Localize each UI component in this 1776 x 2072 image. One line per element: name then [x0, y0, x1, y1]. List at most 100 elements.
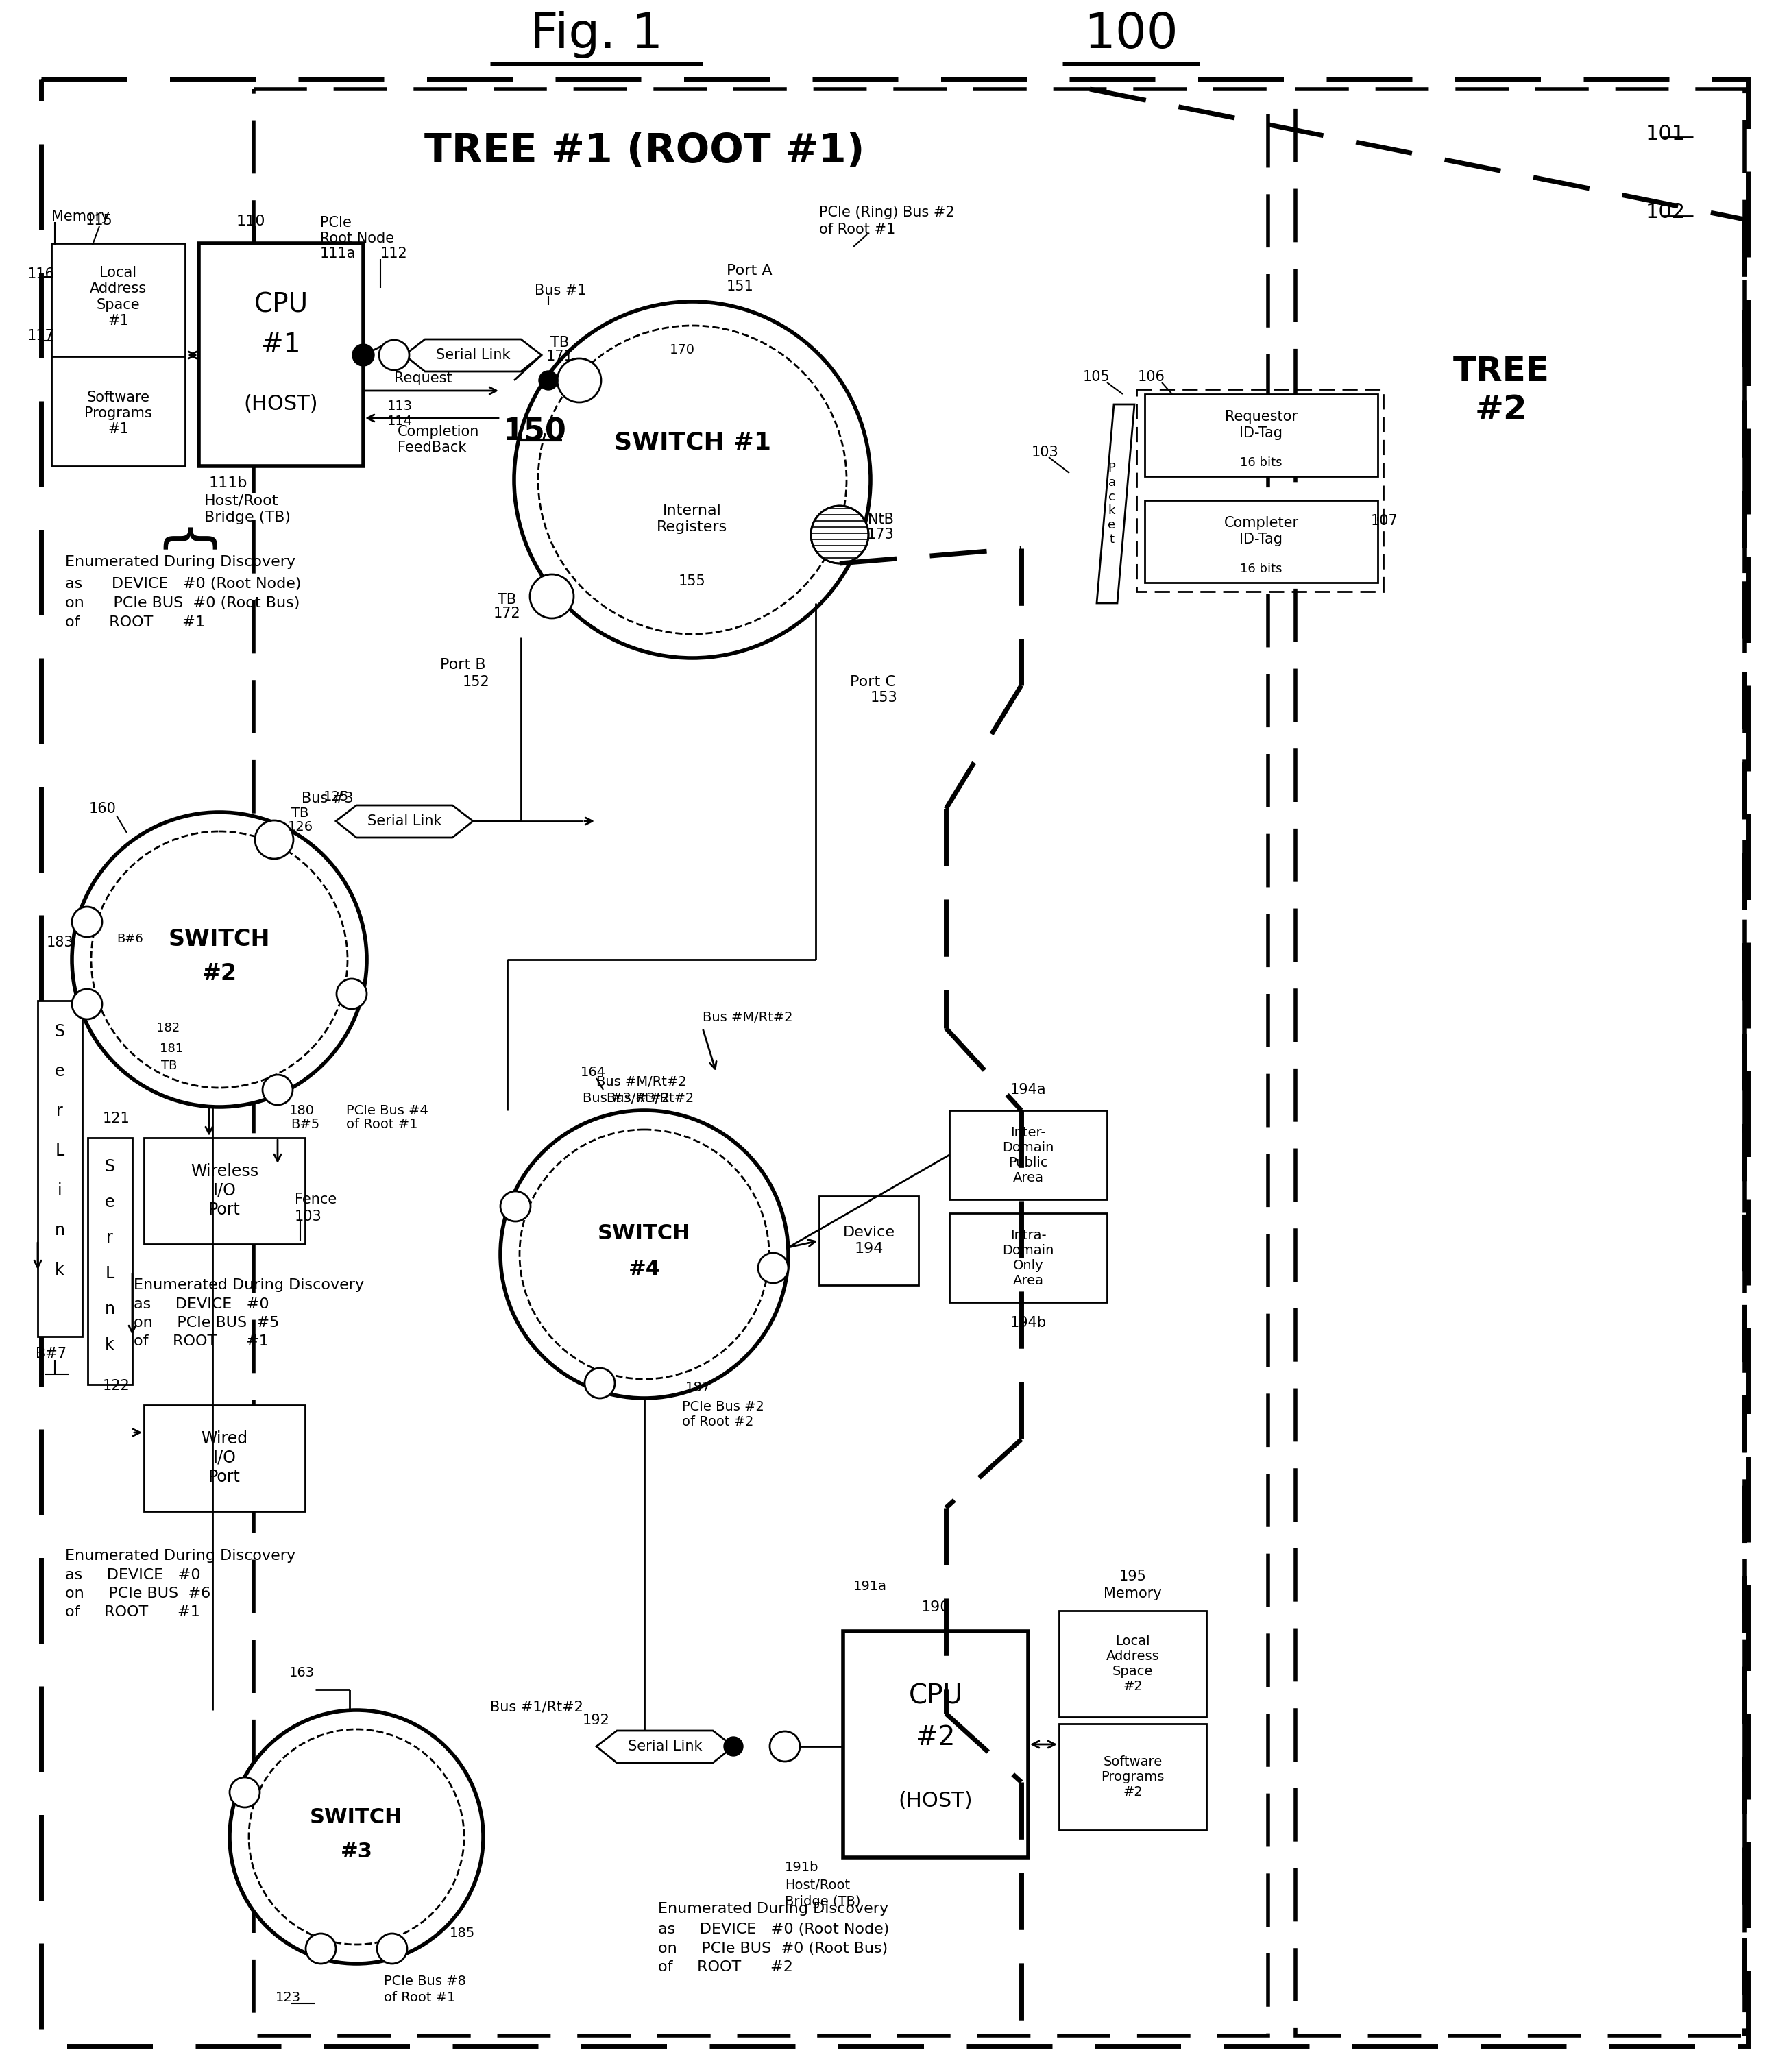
Text: 151: 151	[726, 280, 753, 294]
Text: 121: 121	[103, 1113, 130, 1125]
Text: Software
Programs
#2: Software Programs #2	[1101, 1755, 1165, 1798]
Text: i: i	[57, 1183, 62, 1200]
Text: 111b: 111b	[210, 477, 249, 491]
Text: 111a: 111a	[320, 247, 357, 261]
Text: 117: 117	[27, 329, 55, 342]
Text: {: {	[155, 526, 210, 564]
Text: TREE
#2: TREE #2	[1453, 354, 1549, 427]
Circle shape	[352, 344, 375, 367]
Text: TREE #1 (ROOT #1): TREE #1 (ROOT #1)	[424, 131, 865, 170]
Text: 125: 125	[323, 792, 348, 804]
Circle shape	[249, 1730, 464, 1944]
Bar	[1137, 390, 1384, 591]
Text: P
a
c
k
e
t: P a c k e t	[1108, 462, 1115, 545]
Text: e: e	[55, 1063, 64, 1080]
Text: 160: 160	[89, 802, 117, 816]
Text: as     DEVICE   #0: as DEVICE #0	[66, 1569, 201, 1581]
Text: Requestor
ID-Tag: Requestor ID-Tag	[1225, 410, 1298, 439]
Text: 170: 170	[670, 344, 694, 356]
Bar	[1058, 1724, 1206, 1830]
Text: on     PCIe BUS  #0 (Root Bus): on PCIe BUS #0 (Root Bus)	[659, 1941, 888, 1956]
Text: TB: TB	[551, 336, 570, 350]
Polygon shape	[405, 340, 542, 371]
Text: 114: 114	[387, 414, 412, 427]
Text: 113: 113	[387, 400, 412, 412]
Bar	[144, 1405, 305, 1510]
Text: PCIe Bus #8: PCIe Bus #8	[384, 1975, 465, 1987]
Circle shape	[263, 1075, 293, 1104]
Text: 195: 195	[1119, 1571, 1146, 1583]
Text: 155: 155	[678, 574, 705, 588]
Text: on     PCIe BUS  #5: on PCIe BUS #5	[133, 1316, 279, 1330]
Text: TB: TB	[291, 808, 309, 821]
Text: PCIe Bus #4: PCIe Bus #4	[346, 1104, 428, 1117]
Text: SWITCH: SWITCH	[311, 1807, 403, 1828]
Text: Intra-
Domain
Only
Area: Intra- Domain Only Area	[1002, 1229, 1053, 1287]
Text: Enumerated During Discovery: Enumerated During Discovery	[659, 1902, 888, 1917]
Text: Port A: Port A	[726, 263, 773, 278]
Text: B#5: B#5	[291, 1117, 320, 1131]
Text: Enumerated During Discovery: Enumerated During Discovery	[66, 555, 295, 570]
Text: Port C: Port C	[851, 675, 895, 688]
Text: S: S	[105, 1158, 115, 1175]
Text: Bus #3/Rt#2: Bus #3/Rt#2	[607, 1092, 694, 1104]
Text: 16 bits: 16 bits	[1240, 564, 1282, 576]
Text: Bus #M/Rt#2: Bus #M/Rt#2	[703, 1011, 792, 1024]
Circle shape	[73, 988, 103, 1019]
Text: 150: 150	[503, 416, 567, 448]
Text: 194a: 194a	[1011, 1084, 1046, 1096]
Text: Bus #1: Bus #1	[535, 284, 586, 298]
Circle shape	[377, 1933, 407, 1964]
Text: NtB: NtB	[868, 512, 893, 526]
Text: Bridge (TB): Bridge (TB)	[204, 510, 291, 524]
Circle shape	[73, 908, 103, 937]
Text: SWITCH: SWITCH	[169, 928, 270, 951]
Text: #4: #4	[629, 1260, 661, 1278]
Text: Bus #M/Rt#2: Bus #M/Rt#2	[597, 1075, 687, 1088]
Text: of     ROOT      #1: of ROOT #1	[133, 1334, 268, 1349]
Text: as     DEVICE   #0 (Root Node): as DEVICE #0 (Root Node)	[659, 1923, 890, 1937]
Text: 191b: 191b	[785, 1861, 819, 1875]
Text: 173: 173	[867, 528, 895, 541]
Bar	[87, 1138, 131, 1384]
Text: r: r	[57, 1102, 62, 1119]
Text: e: e	[105, 1193, 115, 1210]
Text: Port B: Port B	[440, 659, 485, 671]
Text: 115: 115	[85, 213, 114, 228]
Text: Fence: Fence	[295, 1193, 337, 1206]
Text: Bus #3/Rt#2: Bus #3/Rt#2	[583, 1092, 670, 1104]
Bar	[1058, 1610, 1206, 1718]
Circle shape	[73, 812, 366, 1106]
Circle shape	[812, 506, 868, 564]
Text: PCIe: PCIe	[320, 215, 352, 230]
Circle shape	[529, 574, 574, 617]
Circle shape	[229, 1709, 483, 1964]
Bar	[620, 487, 764, 551]
Bar	[52, 242, 185, 466]
Text: 123: 123	[275, 1991, 300, 2004]
Text: SWITCH: SWITCH	[599, 1225, 691, 1243]
Text: Fig. 1: Fig. 1	[529, 10, 662, 58]
Text: Serial Link: Serial Link	[627, 1740, 702, 1753]
Text: PCIe Bus #2: PCIe Bus #2	[682, 1401, 764, 1413]
Text: 171: 171	[547, 350, 574, 363]
Text: TB: TB	[497, 593, 517, 607]
Text: of     ROOT      #2: of ROOT #2	[659, 1960, 792, 1975]
Text: on      PCIe BUS  #0 (Root Bus): on PCIe BUS #0 (Root Bus)	[66, 597, 300, 609]
Text: Bus #3: Bus #3	[302, 792, 353, 806]
Text: 16 bits: 16 bits	[1240, 456, 1282, 468]
Circle shape	[501, 1111, 789, 1399]
Text: SWITCH #1: SWITCH #1	[614, 431, 771, 454]
Text: 103: 103	[1032, 445, 1058, 460]
Text: 102: 102	[1646, 203, 1685, 222]
Text: 105: 105	[1083, 371, 1110, 383]
Text: 181: 181	[160, 1042, 183, 1055]
Bar	[844, 1631, 1028, 1857]
Text: Inter-
Domain
Public
Area: Inter- Domain Public Area	[1002, 1125, 1053, 1183]
Text: of      ROOT      #1: of ROOT #1	[66, 615, 204, 630]
Text: CPU: CPU	[254, 292, 309, 317]
Text: 183: 183	[46, 937, 75, 949]
Text: of Root #2: of Root #2	[682, 1415, 753, 1430]
Text: Serial Link: Serial Link	[368, 814, 442, 829]
Bar	[199, 242, 364, 466]
